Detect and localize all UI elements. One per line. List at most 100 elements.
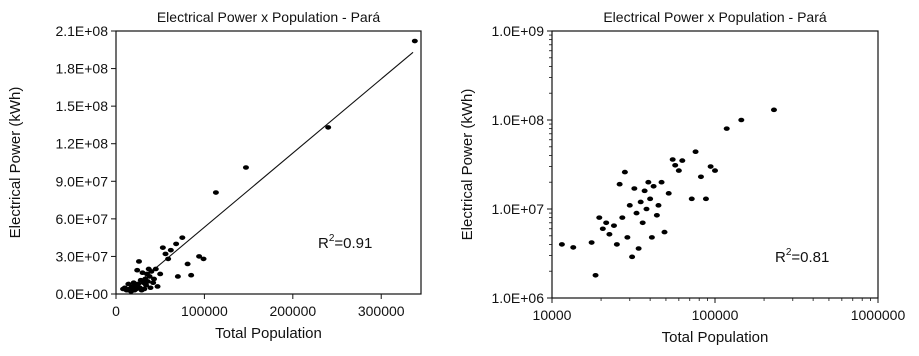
right-data-point	[629, 254, 636, 260]
left-data-point	[411, 38, 418, 44]
left-data-point	[212, 190, 219, 195]
left-data-point	[154, 284, 161, 289]
left-data-point	[152, 266, 159, 272]
left-data-point	[242, 165, 249, 170]
right-data-point	[770, 107, 777, 113]
right-data-point	[643, 206, 650, 212]
left-data-point	[167, 247, 174, 253]
left-x-tick-label: 0	[112, 303, 120, 319]
right-x-tick-label: 1000000	[851, 307, 906, 323]
right-data-point	[592, 272, 599, 278]
left-data-point	[139, 270, 146, 276]
right-data-point	[723, 126, 730, 131]
left-data-point	[120, 286, 127, 292]
right-data-point	[645, 179, 652, 185]
right-data-point	[613, 242, 620, 247]
right-data-point	[648, 235, 655, 240]
right-data-point	[688, 196, 695, 202]
right-y-tick-label: 1.0E+06	[491, 290, 544, 306]
left-x-axis-label: Total Population	[215, 325, 322, 342]
left-data-point	[174, 274, 181, 279]
left-data-point	[196, 254, 203, 259]
right-data-point	[619, 215, 626, 220]
left-x-tick-label: 300000	[358, 303, 405, 319]
left-data-point	[134, 267, 141, 273]
left-data-point	[135, 259, 142, 264]
right-data-point	[647, 196, 654, 202]
left-x-tick-label: 100000	[181, 303, 228, 319]
right-data-point	[558, 242, 565, 247]
right-data-point	[635, 246, 642, 251]
right-data-point	[665, 191, 672, 196]
left-y-tick-label: 3.0E+07	[55, 248, 108, 264]
left-r-squared-label: R2=0.91	[318, 233, 372, 252]
left-data-point	[125, 281, 132, 287]
right-data-point	[702, 196, 709, 202]
left-y-tick-label: 1.2E+08	[55, 136, 108, 152]
right-data-point	[621, 169, 628, 175]
right-data-point	[633, 210, 640, 216]
left-data-point	[130, 280, 137, 286]
right-x-axis-label: Total Population	[662, 329, 769, 346]
left-data-point	[184, 261, 191, 267]
left-y-tick-label: 2.1E+08	[55, 23, 108, 39]
right-data-point	[626, 203, 633, 208]
right-y-axis-label: Electrical Power (kWh)	[459, 89, 476, 241]
right-chart-title: Electrical Power x Population - Pará	[603, 9, 827, 25]
left-trendline	[133, 51, 414, 287]
right-data-point	[637, 199, 644, 205]
right-data-point	[661, 229, 668, 235]
left-data-point	[173, 241, 180, 247]
right-y-tick-label: 1.0E+09	[491, 23, 544, 39]
left-data-point	[145, 266, 152, 272]
left-data-point	[179, 235, 186, 240]
right-x-tick-label: 10000	[533, 307, 572, 323]
left-y-tick-label: 6.0E+07	[55, 211, 108, 227]
right-data-point	[655, 203, 662, 208]
right-r-squared-label: R2=0.81	[775, 247, 829, 266]
left-data-point	[151, 276, 158, 282]
left-data-point	[165, 256, 172, 262]
left-data-point	[150, 280, 157, 286]
right-data-point	[570, 245, 577, 250]
left-data-point	[157, 271, 164, 277]
right-data-point	[653, 212, 660, 218]
left-y-tick-label: 1.5E+08	[55, 98, 108, 114]
right-data-point	[596, 215, 603, 220]
left-x-tick-label: 200000	[269, 303, 316, 319]
right-data-point	[624, 235, 631, 240]
right-data-point	[599, 226, 606, 232]
right-data-point	[669, 157, 676, 162]
right-data-point	[650, 183, 657, 189]
right-data-point	[588, 240, 595, 245]
chart-right-loglog: Electrical Power x Population - Pará 1000…	[459, 9, 905, 346]
right-data-point	[606, 231, 613, 237]
right-data-point	[692, 149, 699, 155]
right-data-point	[616, 181, 623, 187]
left-chart-title: Electrical Power x Population - Pará	[157, 9, 381, 25]
right-data-point	[707, 164, 714, 169]
right-data-point	[658, 179, 665, 185]
right-data-point	[631, 186, 638, 191]
left-data-point	[162, 251, 169, 257]
right-y-tick-label: 1.0E+07	[491, 201, 544, 217]
right-data-point	[675, 168, 682, 173]
left-y-tick-label: 1.8E+08	[55, 61, 108, 77]
right-data-point	[672, 162, 679, 168]
chart-left-linear: Electrical Power x Population - Pará 0 100…	[7, 9, 422, 342]
right-data-point	[639, 220, 646, 226]
right-data-point	[738, 117, 745, 123]
right-data-point	[697, 174, 704, 180]
right-data-point	[712, 168, 718, 173]
right-y-tick-label: 1.0E+08	[491, 112, 544, 128]
left-data-point	[147, 285, 154, 291]
left-y-tick-label: 0.0E+00	[55, 286, 108, 302]
right-x-tick-label: 100000	[692, 307, 739, 323]
left-y-tick-label: 9.0E+07	[55, 173, 108, 189]
left-y-axis-label: Electrical Power (kWh)	[7, 87, 24, 239]
right-data-point	[610, 223, 617, 228]
left-data-point	[200, 256, 207, 262]
left-data-point	[325, 125, 332, 130]
right-data-point	[641, 188, 648, 194]
